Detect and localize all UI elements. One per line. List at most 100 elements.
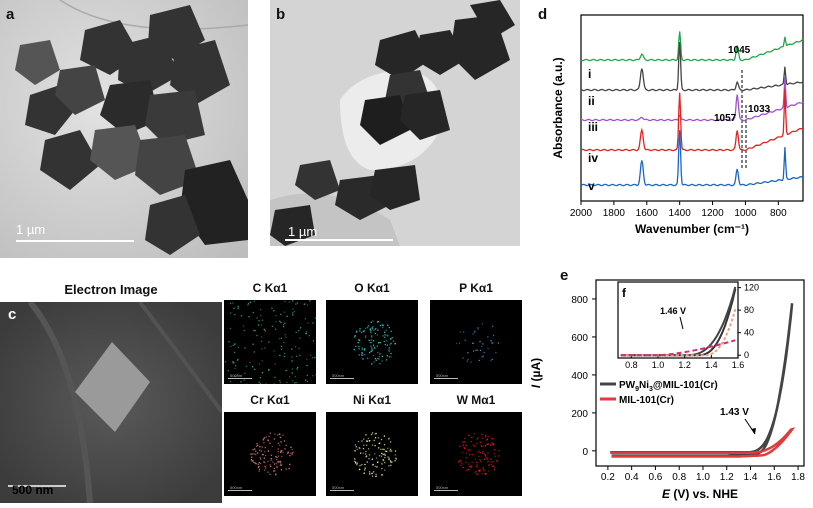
map-dot xyxy=(232,302,233,303)
map-dot xyxy=(477,327,478,328)
map-dot xyxy=(390,356,391,357)
map-dot xyxy=(256,335,257,336)
map-dot xyxy=(363,448,364,449)
map-dot xyxy=(471,437,472,438)
map-dot xyxy=(461,463,462,464)
map-dot xyxy=(264,347,265,348)
map-dot xyxy=(478,474,479,475)
map-dot xyxy=(284,323,285,324)
map-dot xyxy=(264,462,265,463)
map-dot xyxy=(485,474,486,475)
map-dot xyxy=(266,436,267,437)
map-dot xyxy=(394,460,395,461)
map-dot xyxy=(261,451,262,452)
map-dot xyxy=(294,382,295,383)
map-dot xyxy=(477,438,478,439)
map-dot xyxy=(490,360,491,361)
map-dot xyxy=(482,451,483,452)
ftir-annotation-1045: 1045 xyxy=(728,45,751,56)
map-dot xyxy=(471,361,472,362)
map-dot xyxy=(362,358,363,359)
map-dot xyxy=(253,330,254,331)
map-dot xyxy=(386,451,387,452)
map-dot xyxy=(371,348,372,349)
map-dot xyxy=(276,467,277,468)
map-dot xyxy=(258,464,259,465)
map-dot xyxy=(309,300,310,301)
map-dot xyxy=(386,334,387,335)
map-dot xyxy=(262,372,263,373)
map-dot xyxy=(274,377,275,378)
map-dot xyxy=(280,441,281,442)
map-dot xyxy=(365,451,366,452)
map-scale-label: 500nm xyxy=(332,485,344,490)
map-dot xyxy=(292,372,293,373)
panel-label-b: b xyxy=(276,6,285,23)
map-dot xyxy=(298,330,299,331)
map-dot xyxy=(228,370,229,371)
map-dot xyxy=(278,443,279,444)
map-dot xyxy=(480,452,481,453)
map-dot xyxy=(299,355,300,356)
map-dot xyxy=(369,440,370,441)
map-dot xyxy=(359,330,360,331)
map-dot xyxy=(275,315,276,316)
cv-legend-label-pw9ni3: PW9Ni3@MIL-101(Cr) xyxy=(619,380,718,393)
map-dot xyxy=(460,461,461,462)
map-dot xyxy=(280,322,281,323)
cv-x-tick-label: 0.6 xyxy=(648,472,662,483)
map-dot xyxy=(459,343,460,344)
map-dot xyxy=(254,462,255,463)
map-dot xyxy=(377,330,378,331)
ftir-x-tick-label: 1800 xyxy=(603,208,626,219)
map-dot xyxy=(260,458,261,459)
map-dot xyxy=(487,439,488,440)
map-dot xyxy=(307,375,308,376)
map-dot xyxy=(479,459,480,460)
map-dot xyxy=(297,367,298,368)
map-dot xyxy=(393,341,394,342)
map-dot xyxy=(299,348,300,349)
map-dot xyxy=(365,468,366,469)
map-dot xyxy=(487,348,488,349)
map-dot xyxy=(264,329,265,330)
map-dot xyxy=(261,324,262,325)
map-dot xyxy=(364,348,365,349)
map-dot xyxy=(477,350,478,351)
map-dot xyxy=(478,456,479,457)
map-dot xyxy=(254,351,255,352)
map-dot xyxy=(381,360,382,361)
map-dot xyxy=(384,341,385,342)
map-dot xyxy=(263,454,264,455)
map-dot xyxy=(280,314,281,315)
map-dot xyxy=(257,445,258,446)
map-dot xyxy=(260,383,261,384)
map-dot xyxy=(354,458,355,459)
map-dot xyxy=(247,304,248,305)
map-dot xyxy=(279,338,280,339)
map-dot xyxy=(476,464,477,465)
map-dot xyxy=(369,352,370,353)
ftir-x-tick-label: 2000 xyxy=(570,208,593,219)
ftir-x-tick-label: 1000 xyxy=(734,208,757,219)
map-dot xyxy=(289,468,290,469)
map-dot xyxy=(234,368,235,369)
map-dot xyxy=(386,359,387,360)
map-dot xyxy=(295,376,296,377)
map-dot xyxy=(285,334,286,335)
map-dot xyxy=(387,335,388,336)
map-dot xyxy=(249,362,250,363)
map-dot xyxy=(377,346,378,347)
map-dot xyxy=(287,316,288,317)
map-dot xyxy=(257,318,258,319)
map-dot xyxy=(370,328,371,329)
map-dot xyxy=(260,377,261,378)
map-dot xyxy=(494,469,495,470)
map-dot xyxy=(284,312,285,313)
elemental-map-graphic xyxy=(224,300,316,384)
electron-image-panel: Electron Image c 500 nm xyxy=(0,278,222,503)
map-dot xyxy=(491,343,492,344)
map-dot xyxy=(275,456,276,457)
map-dot xyxy=(386,340,387,341)
